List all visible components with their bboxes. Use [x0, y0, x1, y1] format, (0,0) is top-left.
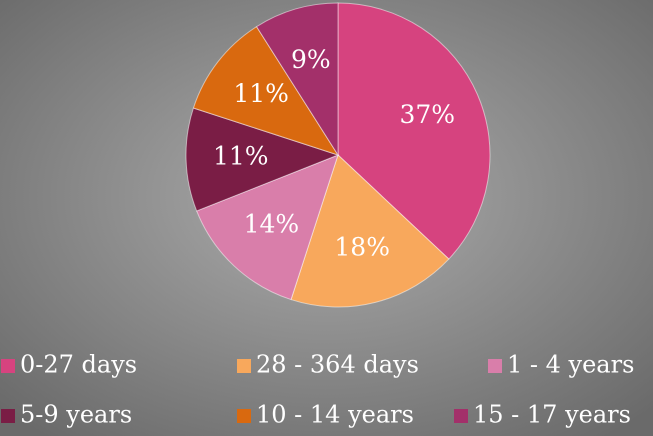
legend-swatch: [237, 359, 251, 373]
pie-slice: [255, 2, 339, 157]
pie-slice: [196, 154, 339, 301]
data-label: 37%: [399, 100, 455, 129]
pie-slice: [192, 25, 340, 156]
legend-label: 15 - 17 years: [473, 401, 631, 429]
legend-label: 10 - 14 years: [256, 401, 414, 429]
legend-swatch: [1, 359, 15, 373]
data-label: 11%: [233, 79, 289, 108]
legend-label: 28 - 364 days: [256, 351, 419, 379]
data-label: 18%: [334, 233, 390, 262]
data-label: 11%: [213, 142, 269, 171]
data-label: 9%: [291, 45, 331, 74]
pie-slice: [290, 154, 450, 308]
legend-swatch: [488, 359, 502, 373]
legend-swatch: [237, 409, 251, 423]
legend-label: 1 - 4 years: [507, 351, 634, 379]
legend-swatch: [454, 409, 468, 423]
pie-slice: [337, 2, 491, 260]
data-label: 14%: [244, 209, 300, 238]
legend-label: 0-27 days: [20, 351, 137, 379]
legend-label: 5-9 years: [20, 401, 132, 429]
pie-slice: [185, 107, 340, 212]
legend-swatch: [1, 409, 15, 423]
